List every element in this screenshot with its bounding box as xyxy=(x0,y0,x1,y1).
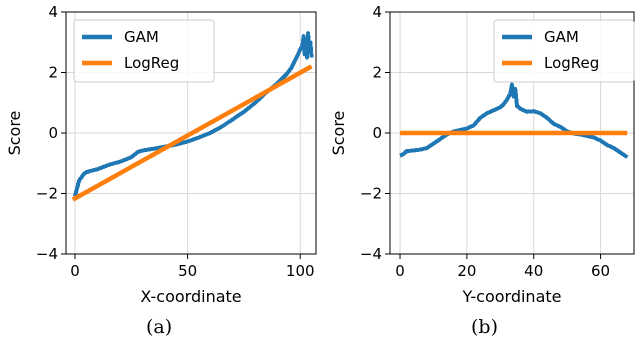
panel-1: 0 20 40 60 −4 −2 0 2 4 Y-coordinate Score GAM LogReg xyxy=(329,3,635,306)
y-tick-label: −2 xyxy=(36,185,58,203)
series-line-logreg xyxy=(71,64,313,202)
y-axis-label: Score xyxy=(329,111,348,156)
x-tick-label: 50 xyxy=(178,262,197,280)
caption-a: (a) xyxy=(146,316,173,338)
x-tick-label: 20 xyxy=(457,262,476,280)
legend-label-gam: GAM xyxy=(124,28,159,46)
x-axis-label: X-coordinate xyxy=(140,287,241,306)
x-axis-label: Y-coordinate xyxy=(462,287,562,306)
y-axis-label: Score xyxy=(5,111,24,156)
y-tick-label: 0 xyxy=(48,124,58,142)
y-tick-label: 4 xyxy=(372,3,382,21)
y-tick-label: 2 xyxy=(48,64,58,82)
series-line-gam xyxy=(399,82,629,159)
series-line-gam xyxy=(73,31,314,197)
x-tick-label: 0 xyxy=(395,262,405,280)
legend-label-logreg: LogReg xyxy=(124,54,179,72)
y-tick-label: 2 xyxy=(372,64,382,82)
x-tick-label: 100 xyxy=(286,262,315,280)
legend-label-logreg: LogReg xyxy=(544,54,599,72)
y-tick-label: −4 xyxy=(36,245,58,263)
y-tick-label: −2 xyxy=(360,185,382,203)
y-tick-label: 4 xyxy=(48,3,58,21)
y-tick-label: 0 xyxy=(372,124,382,142)
y-tick-label: −4 xyxy=(360,245,382,263)
panel-0: 0 50 100 −4 −2 0 2 4 X-coordinate Score GAM LogReg xyxy=(5,3,317,306)
x-tick-label: 60 xyxy=(591,262,610,280)
x-tick-label: 0 xyxy=(70,262,80,280)
legend-label-gam: GAM xyxy=(544,28,579,46)
caption-b: (b) xyxy=(471,316,498,338)
x-tick-label: 40 xyxy=(524,262,543,280)
